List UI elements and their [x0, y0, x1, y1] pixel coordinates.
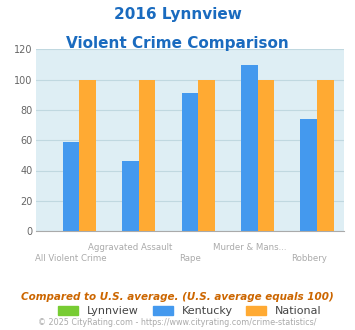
Bar [300, 119, 317, 231]
Text: All Violent Crime: All Violent Crime [36, 254, 107, 263]
Bar [258, 80, 274, 231]
Legend: Lynnview, Kentucky, National: Lynnview, Kentucky, National [59, 306, 321, 316]
Bar [139, 80, 155, 231]
Bar [317, 80, 334, 231]
Bar [63, 142, 80, 231]
Bar [241, 65, 258, 231]
Text: 2016 Lynnview: 2016 Lynnview [114, 7, 241, 21]
Text: Aggravated Assault: Aggravated Assault [88, 243, 173, 252]
Text: Robbery: Robbery [291, 254, 327, 263]
Text: Compared to U.S. average. (U.S. average equals 100): Compared to U.S. average. (U.S. average … [21, 292, 334, 302]
Text: Rape: Rape [179, 254, 201, 263]
Bar [122, 161, 139, 231]
Text: Violent Crime Comparison: Violent Crime Comparison [66, 36, 289, 51]
Bar [80, 80, 96, 231]
Text: © 2025 CityRating.com - https://www.cityrating.com/crime-statistics/: © 2025 CityRating.com - https://www.city… [38, 318, 317, 327]
Bar [182, 93, 198, 231]
Bar [198, 80, 215, 231]
Text: Murder & Mans...: Murder & Mans... [213, 243, 286, 252]
